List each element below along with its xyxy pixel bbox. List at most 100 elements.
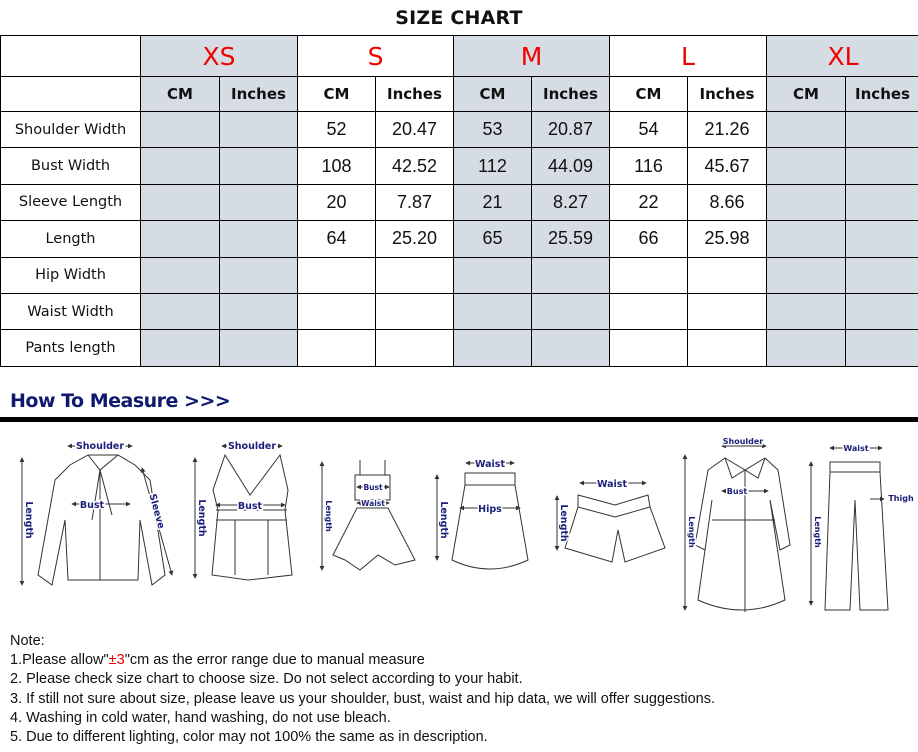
row-label: Waist Width (0, 292, 141, 331)
note-1-prefix: 1.Please allow" (10, 652, 109, 669)
value-cell (219, 292, 298, 331)
label-bust: Bust (363, 483, 383, 492)
value-cell (140, 183, 220, 222)
pants-figure (808, 445, 889, 611)
note-4: 4. Washing in cold water, hand washing, … (10, 709, 391, 726)
value-cell (766, 110, 847, 149)
table-row: Pants length (0, 329, 918, 367)
value-cell (453, 329, 532, 367)
notes: Note: 1.Please allow"±3"cm as the error … (10, 632, 715, 747)
value-cell (766, 183, 847, 222)
label-shoulder: Shoulder (76, 441, 124, 452)
value-cell: 65 (453, 220, 532, 258)
note-5: 5. Due to different lighting, color may … (10, 729, 488, 746)
value-cell (687, 256, 768, 294)
note-2: 2. Please check size chart to choose siz… (10, 671, 523, 688)
size-chart-table: XS S M L XL CM Inches CM Inches CM Inches CM In… (0, 35, 918, 367)
label-waist: Waist (361, 499, 385, 508)
value-cell: 108 (297, 147, 376, 185)
value-cell: 8.66 (687, 183, 768, 222)
label-bust: Bust (727, 487, 748, 496)
value-cell: 8.27 (530, 183, 611, 222)
value-cell (766, 220, 847, 258)
value-cell (845, 147, 918, 185)
coat-figure (682, 443, 791, 612)
row-label: Pants length (0, 329, 141, 367)
value-cell: 25.98 (687, 220, 768, 258)
value-cell (375, 292, 454, 331)
unit-cm: CM (140, 76, 220, 112)
value-cell (766, 147, 847, 185)
unit-inches: Inches (375, 76, 454, 112)
label-length: Length (813, 516, 822, 548)
unit-header-row: CM Inches CM Inches CM Inches CM Inches CM Inches (0, 76, 918, 112)
value-cell (845, 183, 918, 222)
label-waist: Waist (597, 479, 627, 490)
unit-inches: Inches (687, 76, 768, 112)
value-cell (219, 183, 298, 222)
value-cell (375, 256, 454, 294)
value-cell (219, 256, 298, 294)
size-header-row: XS S M L XL (0, 35, 918, 77)
table-row: Sleeve Length 20 7.87 21 8.27 22 8.66 (0, 183, 918, 222)
note-1-tolerance: ±3 (108, 652, 125, 669)
row-label: Shoulder Width (0, 110, 141, 149)
label-length: Length (687, 516, 696, 548)
divider (0, 417, 918, 422)
shorts-figure (554, 480, 666, 563)
value-cell: 20 (297, 183, 376, 222)
table-row: Bust Width 108 42.52 112 44.09 116 45.67 (0, 147, 918, 185)
value-cell (140, 256, 220, 294)
unit-corner (0, 76, 141, 112)
value-cell (530, 256, 611, 294)
label-bust: Bust (80, 500, 105, 511)
value-cell (140, 147, 220, 185)
label-hips: Hips (478, 504, 502, 515)
value-cell (453, 256, 532, 294)
value-cell: 45.67 (687, 147, 768, 185)
value-cell: 64 (297, 220, 376, 258)
table-row: Waist Width (0, 292, 918, 331)
value-cell (219, 110, 298, 149)
unit-cm: CM (609, 76, 689, 112)
value-cell: 21 (453, 183, 532, 222)
value-cell (687, 329, 768, 367)
table-row: Length 64 25.20 65 25.59 66 25.98 (0, 220, 918, 258)
blouse-figure (19, 443, 174, 586)
value-cell: 20.87 (530, 110, 611, 149)
unit-inches: Inches (530, 76, 611, 112)
value-cell: 53 (453, 110, 532, 149)
unit-inches: Inches (219, 76, 298, 112)
note-3: 3. If still not sure about size, please … (10, 690, 715, 707)
label-length: Length (324, 500, 333, 532)
row-label: Hip Width (0, 256, 141, 294)
value-cell: 66 (609, 220, 689, 258)
row-label: Sleeve Length (0, 183, 141, 222)
label-length: Length (558, 504, 569, 542)
label-length: Length (196, 499, 207, 537)
value-cell: 21.26 (687, 110, 768, 149)
size-s: S (297, 35, 454, 77)
value-cell (140, 220, 220, 258)
value-cell: 20.47 (375, 110, 454, 149)
how-to-measure-heading: How To Measure >>> (10, 390, 231, 412)
value-cell (845, 329, 918, 367)
value-cell (219, 329, 298, 367)
label-shoulder: Shoulder (723, 437, 764, 446)
value-cell (766, 292, 847, 331)
value-cell (140, 329, 220, 367)
value-cell (453, 292, 532, 331)
value-cell: 25.20 (375, 220, 454, 258)
note-1-suffix: "cm as the error range due to manual mea… (124, 652, 425, 669)
value-cell (530, 292, 611, 331)
label-bust: Bust (238, 501, 263, 512)
skirt-figure (434, 460, 529, 570)
corner-cell (0, 35, 141, 77)
table-row: Hip Width (0, 256, 918, 294)
value-cell: 22 (609, 183, 689, 222)
size-l: L (609, 35, 768, 77)
unit-inches: Inches (845, 76, 918, 112)
value-cell: 25.59 (530, 220, 611, 258)
label-shoulder: Shoulder (228, 441, 276, 452)
value-cell (845, 256, 918, 294)
